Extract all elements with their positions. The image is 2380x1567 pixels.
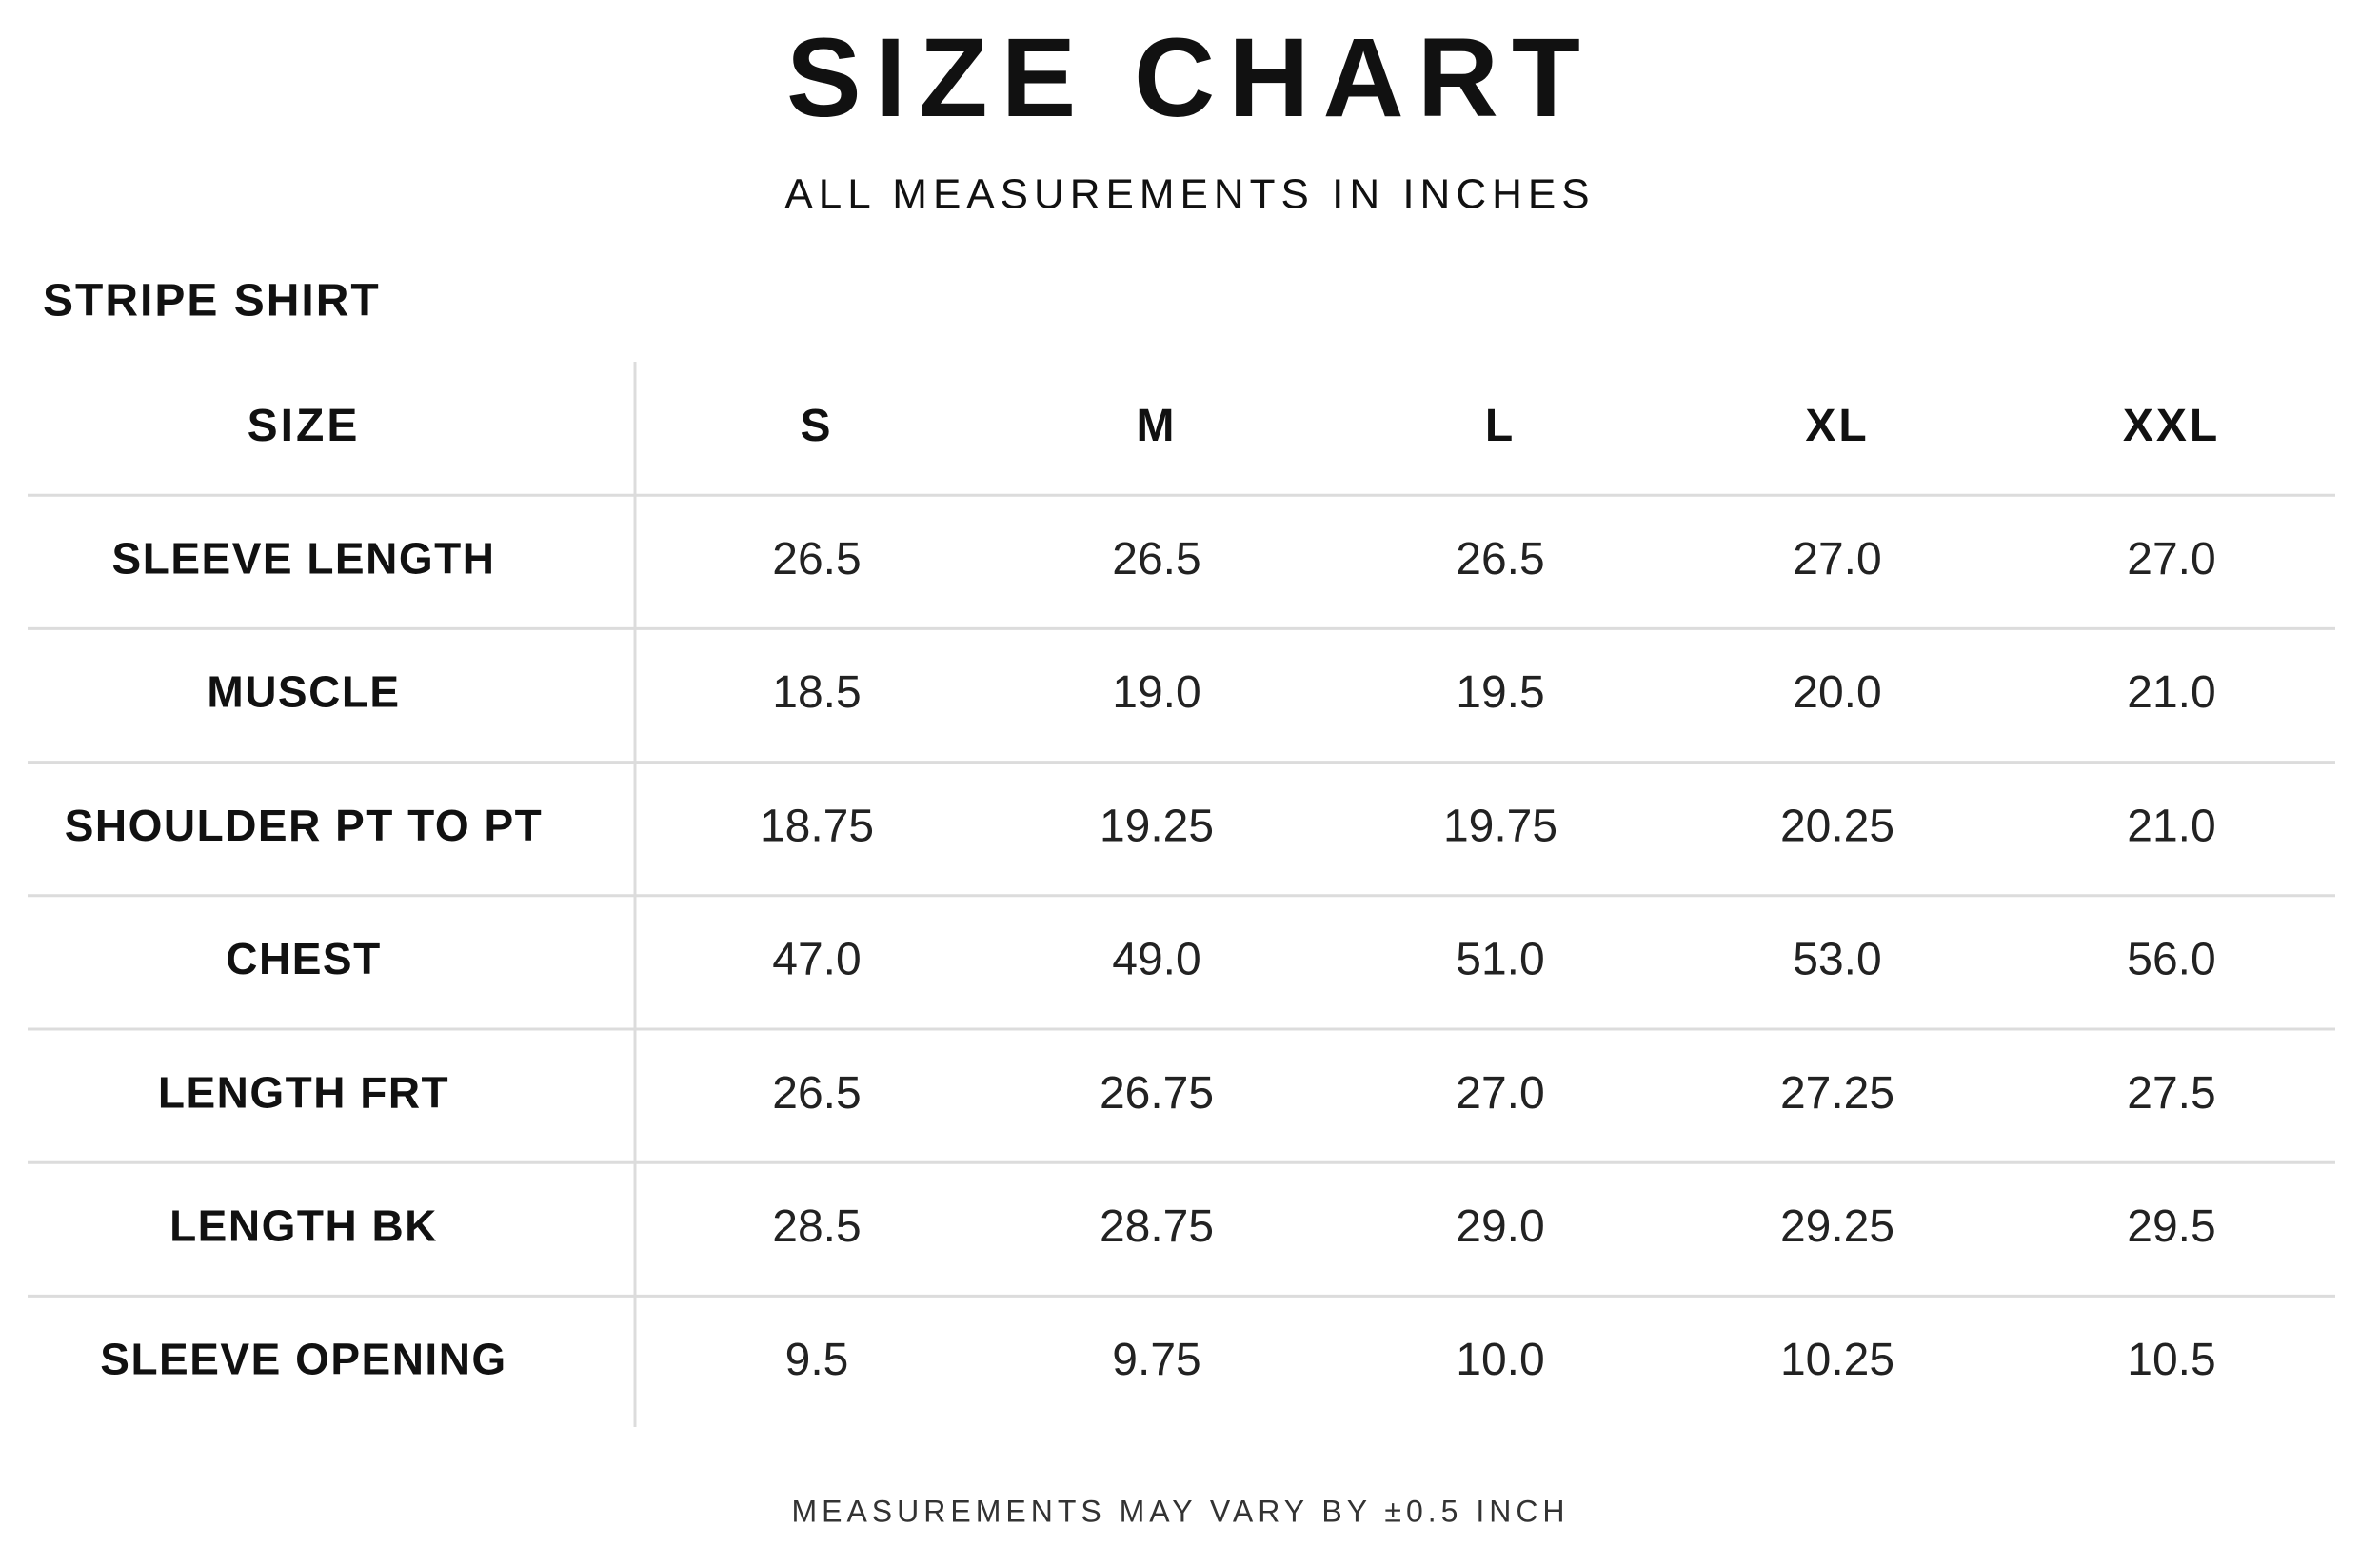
measurement-cell: 53.0 — [1793, 935, 1881, 985]
measurement-cell: 49.0 — [1112, 935, 1200, 985]
measurement-cell: 20.0 — [1793, 667, 1881, 718]
size-header: S — [800, 401, 833, 451]
measurement-cell: 19.75 — [1443, 801, 1557, 851]
page-title: SIZE CHART — [786, 15, 1594, 141]
measurement-cell: 10.25 — [1780, 1335, 1894, 1385]
size-header: XL — [1805, 401, 1869, 451]
measurement-cell: 10.0 — [1456, 1335, 1544, 1385]
measurement-cell: 19.5 — [1456, 667, 1544, 718]
measurement-cell: 26.5 — [772, 534, 861, 585]
row-label: SLEEVE LENGTH — [112, 533, 496, 583]
page-subtitle: ALL MEASUREMENTS IN INCHES — [784, 171, 1595, 218]
measurement-cell: 27.0 — [2127, 534, 2215, 585]
measurement-cell: 51.0 — [1456, 935, 1544, 985]
row-label: MUSCLE — [207, 667, 400, 717]
measurement-cell: 27.25 — [1780, 1068, 1894, 1119]
section-title: STRIPE SHIRT — [43, 276, 381, 327]
measurement-cell: 19.25 — [1100, 801, 1214, 851]
measurement-cell: 26.5 — [1112, 534, 1200, 585]
measurement-cell: 21.0 — [2127, 667, 2215, 718]
measurement-cell: 27.0 — [1793, 534, 1881, 585]
measurement-cell: 28.5 — [772, 1201, 861, 1252]
header-label: SIZE — [248, 401, 361, 451]
measurement-cell: 9.75 — [1112, 1335, 1200, 1385]
footer-note: MEASUREMENTS MAY VARY BY ±0.5 INCH — [791, 1494, 1569, 1528]
measurement-cell: 47.0 — [772, 935, 861, 985]
row-label: SHOULDER PT TO PT — [65, 801, 544, 850]
measurement-cell: 26.5 — [772, 1068, 861, 1119]
measurement-cell: 27.5 — [2127, 1068, 2215, 1119]
measurement-cell: 9.5 — [785, 1335, 849, 1385]
measurement-cell: 19.0 — [1112, 667, 1200, 718]
measurement-cell: 26.75 — [1100, 1068, 1214, 1119]
row-label: LENGTH FRT — [158, 1067, 449, 1117]
measurement-cell: 27.0 — [1456, 1068, 1544, 1119]
row-label: LENGTH BK — [169, 1200, 438, 1250]
measurement-cell: 21.0 — [2127, 801, 2215, 851]
measurement-cell: 29.5 — [2127, 1201, 2215, 1252]
measurement-cell: 28.75 — [1100, 1201, 1214, 1252]
size-header: XXL — [2123, 401, 2220, 451]
measurement-cell: 26.5 — [1456, 534, 1544, 585]
measurement-cell: 29.25 — [1780, 1201, 1894, 1252]
size-header: L — [1485, 401, 1516, 451]
measurement-cell: 18.5 — [772, 667, 861, 718]
measurement-cell: 10.5 — [2127, 1335, 2215, 1385]
size-header: M — [1137, 401, 1178, 451]
measurement-cell: 56.0 — [2127, 935, 2215, 985]
measurement-cell: 18.75 — [760, 801, 874, 851]
row-label: SLEEVE OPENING — [100, 1335, 506, 1384]
measurement-cell: 20.25 — [1780, 801, 1894, 851]
measurement-cell: 29.0 — [1456, 1201, 1544, 1252]
row-label: CHEST — [226, 934, 381, 983]
